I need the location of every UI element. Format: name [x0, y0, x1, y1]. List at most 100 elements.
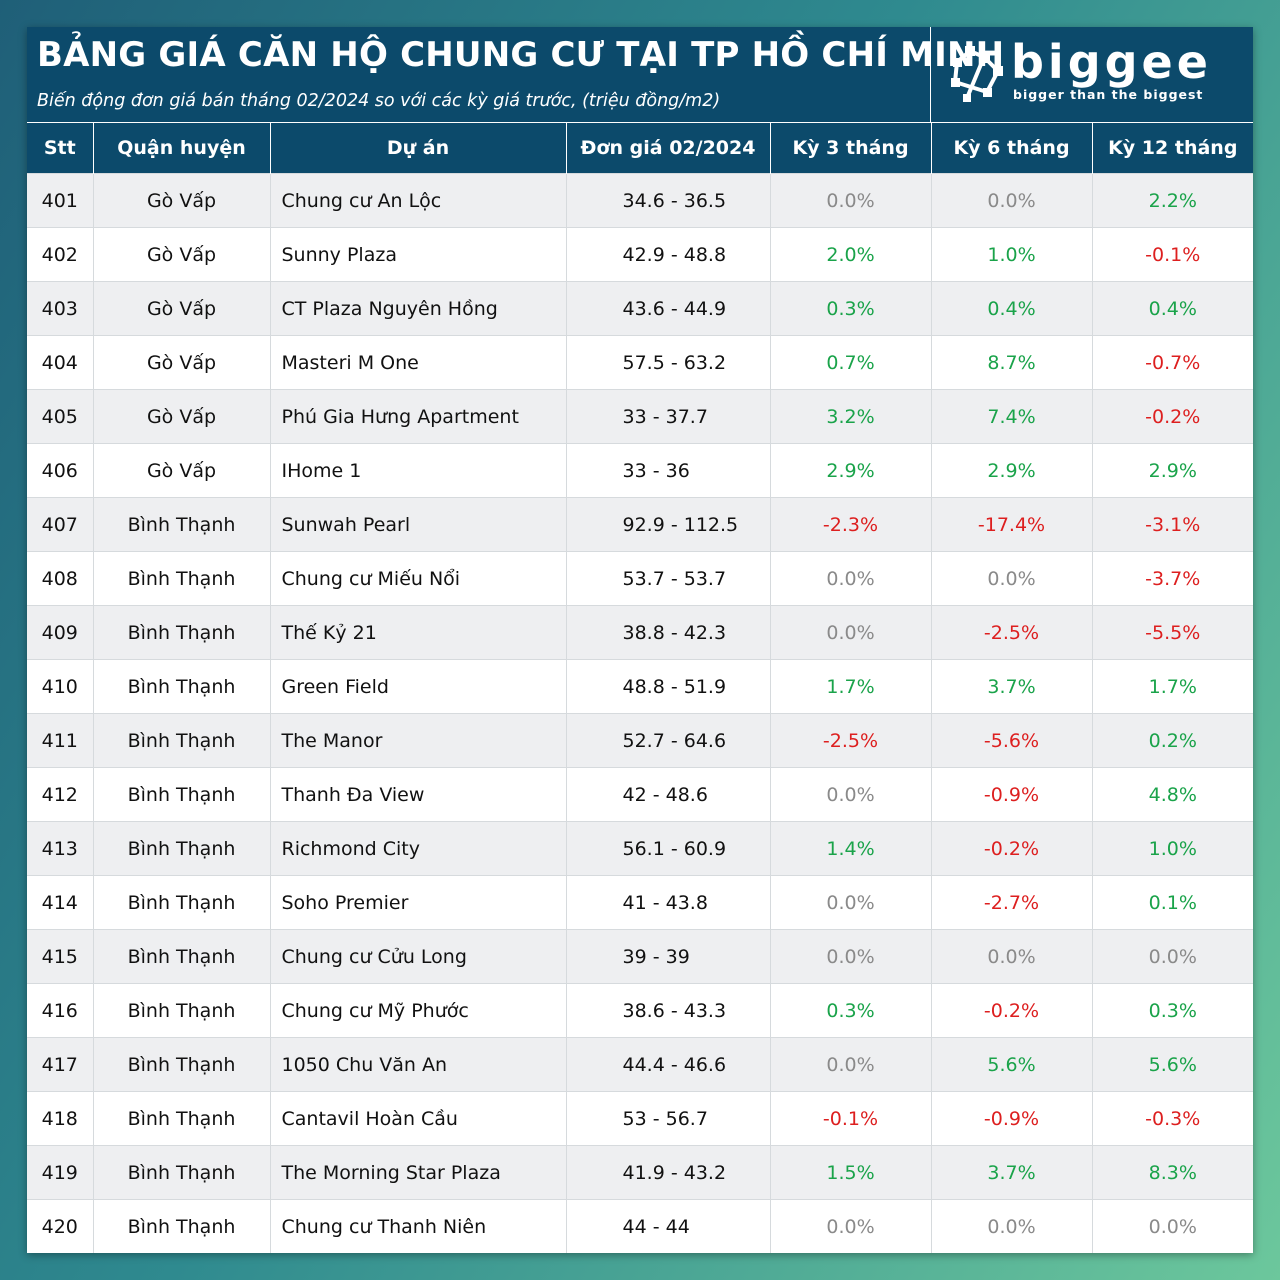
cell-project: Masteri M One: [269, 335, 566, 390]
cell-project: 1050 Chu Văn An: [269, 1037, 566, 1092]
cell-district: Bình Thạnh: [92, 1037, 270, 1092]
column-header-12-month: Kỳ 12 tháng: [1091, 122, 1253, 174]
table-row: 402 Gò Vấp Sunny Plaza 42.9 - 48.8 2.0% 1.0% -…: [27, 227, 1253, 282]
cell-change-3-month: 0.0%: [769, 929, 931, 984]
cell-district: Bình Thạnh: [92, 929, 270, 984]
cell-price: 92.9 - 112.5: [565, 497, 770, 552]
cell-stt: 404: [27, 335, 93, 390]
cell-price: 34.6 - 36.5: [565, 173, 770, 228]
cell-stt: 414: [27, 875, 93, 930]
cell-change-3-month: 0.0%: [769, 173, 931, 228]
page-subtitle: Biến động đơn giá bán tháng 02/2024 so v…: [37, 91, 721, 111]
cell-change-3-month: -0.1%: [769, 1091, 931, 1146]
cell-change-12-month: -3.7%: [1091, 551, 1253, 606]
table-row: 406 Gò Vấp IHome 1 33 - 36 2.9% 2.9% 2.9%: [27, 443, 1253, 498]
cell-district: Bình Thạnh: [92, 767, 270, 822]
cell-district: Bình Thạnh: [92, 551, 270, 606]
cell-district: Bình Thạnh: [92, 497, 270, 552]
table-row: 401 Gò Vấp Chung cư An Lộc 34.6 - 36.5 0.0% 0…: [27, 173, 1253, 228]
cell-stt: 418: [27, 1091, 93, 1146]
cell-stt: 403: [27, 281, 93, 336]
cell-change-3-month: 3.2%: [769, 389, 931, 444]
cell-district: Bình Thạnh: [92, 983, 270, 1038]
cell-change-6-month: 0.0%: [930, 173, 1092, 228]
cell-change-3-month: 1.4%: [769, 821, 931, 876]
table-row: 404 Gò Vấp Masteri M One 57.5 - 63.2 0.7% 8.7…: [27, 335, 1253, 390]
cell-stt: 420: [27, 1199, 93, 1253]
cell-change-12-month: 0.3%: [1091, 983, 1253, 1038]
cell-change-12-month: 1.0%: [1091, 821, 1253, 876]
table-row: 408 Bình Thạnh Chung cư Miếu Nổi 53.7 - 53.…: [27, 551, 1253, 606]
cell-stt: 407: [27, 497, 93, 552]
cell-change-3-month: 0.0%: [769, 875, 931, 930]
cell-change-12-month: 5.6%: [1091, 1037, 1253, 1092]
cell-change-3-month: 2.0%: [769, 227, 931, 282]
brand-logo: biggee bigger than the biggest: [930, 27, 1253, 122]
cell-change-6-month: -0.9%: [930, 767, 1092, 822]
cell-change-12-month: 0.0%: [1091, 1199, 1253, 1253]
cell-change-3-month: 0.0%: [769, 767, 931, 822]
cell-price: 38.6 - 43.3: [565, 983, 770, 1038]
cell-change-6-month: 3.7%: [930, 1145, 1092, 1200]
price-table-panel: BẢNG GIÁ CĂN HỘ CHUNG CƯ TẠI TP HỒ CHÍ M…: [27, 27, 1253, 1253]
column-header-district: Quận huyện: [92, 122, 270, 174]
cell-stt: 410: [27, 659, 93, 714]
cell-project: Green Field: [269, 659, 566, 714]
table-row: 403 Gò Vấp CT Plaza Nguyên Hồng 43.6 - 44.9…: [27, 281, 1253, 336]
table-row: 420 Bình Thạnh Chung cư Thanh Niên 44 - 44 0…: [27, 1199, 1253, 1253]
cell-change-12-month: 0.4%: [1091, 281, 1253, 336]
cell-project: The Morning Star Plaza: [269, 1145, 566, 1200]
cell-project: Chung cư Thanh Niên: [269, 1199, 566, 1253]
cell-price: 44 - 44: [565, 1199, 770, 1253]
cell-district: Bình Thạnh: [92, 875, 270, 930]
cell-change-6-month: 5.6%: [930, 1037, 1092, 1092]
cell-project: Thế Kỷ 21: [269, 605, 566, 660]
column-header-3-month: Kỳ 3 tháng: [769, 122, 931, 174]
cell-change-12-month: -0.3%: [1091, 1091, 1253, 1146]
cell-change-6-month: 1.0%: [930, 227, 1092, 282]
cell-change-6-month: -2.5%: [930, 605, 1092, 660]
cell-change-6-month: 0.4%: [930, 281, 1092, 336]
cell-change-3-month: -2.5%: [769, 713, 931, 768]
table-row: 412 Bình Thạnh Thanh Đa View 42 - 48.6 0.0% -…: [27, 767, 1253, 822]
cell-stt: 412: [27, 767, 93, 822]
cell-change-6-month: -0.2%: [930, 821, 1092, 876]
cell-stt: 405: [27, 389, 93, 444]
cell-project: Cantavil Hoàn Cầu: [269, 1091, 566, 1146]
brand-name: biggee: [1011, 35, 1212, 89]
cell-change-3-month: 0.7%: [769, 335, 931, 390]
cell-change-12-month: 1.7%: [1091, 659, 1253, 714]
page-title: BẢNG GIÁ CĂN HỘ CHUNG CƯ TẠI TP HỒ CHÍ M…: [37, 35, 1005, 75]
cell-change-12-month: -0.1%: [1091, 227, 1253, 282]
cell-stt: 415: [27, 929, 93, 984]
cell-price: 42.9 - 48.8: [565, 227, 770, 282]
cell-price: 38.8 - 42.3: [565, 605, 770, 660]
cell-change-12-month: -0.7%: [1091, 335, 1253, 390]
cell-stt: 408: [27, 551, 93, 606]
column-header-6-month: Kỳ 6 tháng: [930, 122, 1092, 174]
table-row: 419 Bình Thạnh The Morning Star Plaza 41.9 …: [27, 1145, 1253, 1200]
cell-price: 52.7 - 64.6: [565, 713, 770, 768]
cell-change-6-month: 0.0%: [930, 1199, 1092, 1253]
cell-project: Sunny Plaza: [269, 227, 566, 282]
cell-project: IHome 1: [269, 443, 566, 498]
cell-price: 41 - 43.8: [565, 875, 770, 930]
cell-project: Chung cư An Lộc: [269, 173, 566, 228]
table-row: 413 Bình Thạnh Richmond City 56.1 - 60.9 1.4…: [27, 821, 1253, 876]
title-banner: BẢNG GIÁ CĂN HỘ CHUNG CƯ TẠI TP HỒ CHÍ M…: [27, 27, 1253, 122]
brand-tagline: bigger than the biggest: [1013, 87, 1204, 102]
cell-change-3-month: 2.9%: [769, 443, 931, 498]
cell-price: 43.6 - 44.9: [565, 281, 770, 336]
table-row: 409 Bình Thạnh Thế Kỷ 21 38.8 - 42.3 0.0% -2.…: [27, 605, 1253, 660]
cell-price: 33 - 37.7: [565, 389, 770, 444]
cell-project: Chung cư Cửu Long: [269, 929, 566, 984]
cell-price: 39 - 39: [565, 929, 770, 984]
cell-stt: 417: [27, 1037, 93, 1092]
cell-district: Bình Thạnh: [92, 821, 270, 876]
cell-change-6-month: 3.7%: [930, 659, 1092, 714]
table-row: 411 Bình Thạnh The Manor 52.7 - 64.6 -2.5% -5…: [27, 713, 1253, 768]
cell-change-12-month: 0.0%: [1091, 929, 1253, 984]
biggee-logo-icon: [951, 46, 1003, 102]
cell-change-3-month: -2.3%: [769, 497, 931, 552]
cell-change-3-month: 1.5%: [769, 1145, 931, 1200]
